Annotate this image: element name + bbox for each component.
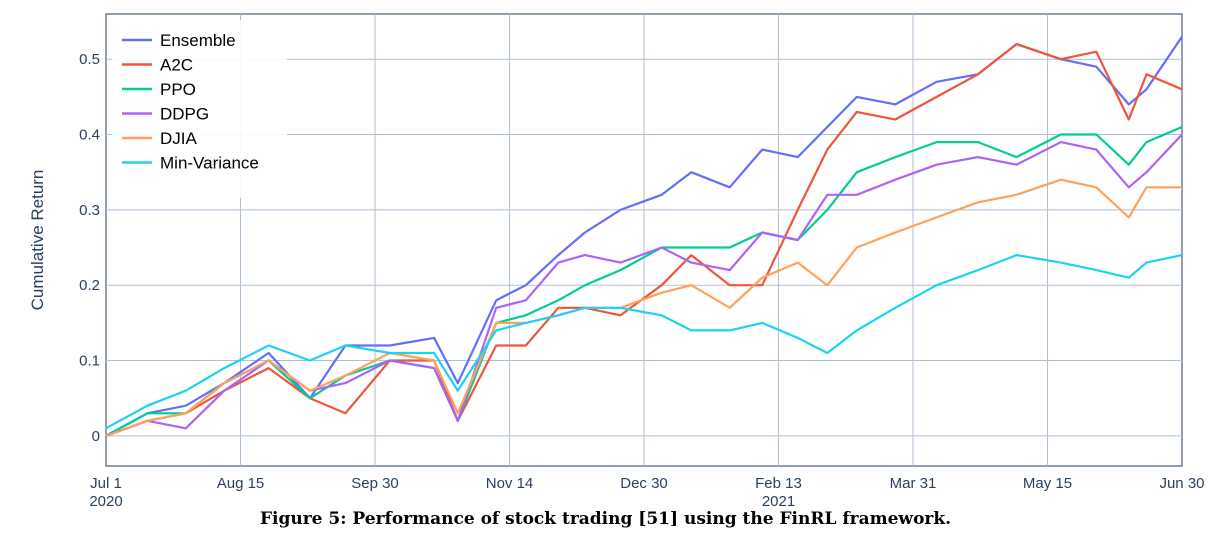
y-tick-label: 0.4 xyxy=(79,127,100,144)
legend-label-min-variance[interactable]: Min-Variance xyxy=(160,154,259,173)
y-tick-label: 0.3 xyxy=(79,202,100,219)
series-line-min-variance xyxy=(105,254,1183,430)
series-lines xyxy=(105,35,1183,437)
y-tick-label: 0.2 xyxy=(79,277,100,294)
y-tick-label: 0.1 xyxy=(79,353,100,370)
x-tick-label: 2020 xyxy=(89,493,122,510)
legend[interactable]: Ensemble A2C PPO DDPG DJIA Min-Variance xyxy=(112,20,287,198)
legend-label-a2c[interactable]: A2C xyxy=(160,56,193,75)
x-tick-label: Dec 30 xyxy=(620,475,668,492)
x-tick-label: Sep 30 xyxy=(351,475,399,492)
x-tick-label: Feb 13 xyxy=(755,475,802,492)
x-tick-label: Nov 14 xyxy=(486,475,534,492)
y-axis-label: Cumulative Return xyxy=(28,170,47,311)
y-tick-label: 0.5 xyxy=(79,51,100,68)
x-tick-label: May 15 xyxy=(1023,475,1072,492)
legend-box xyxy=(112,20,287,198)
x-tick-label: Mar 31 xyxy=(890,475,937,492)
figure-caption: Figure 5: Performance of stock trading [… xyxy=(259,509,952,529)
legend-label-djia[interactable]: DJIA xyxy=(160,129,198,148)
x-tick-label: 2021 xyxy=(762,493,795,510)
x-tick-label: Aug 15 xyxy=(217,475,265,492)
x-tick-label: Jul 1 xyxy=(90,475,122,492)
legend-label-ensemble[interactable]: Ensemble xyxy=(160,31,236,50)
series-line-djia xyxy=(105,178,1182,437)
x-tick-label: Jun 30 xyxy=(1159,475,1204,492)
y-tick-label: 0 xyxy=(92,428,100,445)
legend-label-ppo[interactable]: PPO xyxy=(160,80,196,99)
legend-label-ddpg[interactable]: DDPG xyxy=(160,105,209,124)
